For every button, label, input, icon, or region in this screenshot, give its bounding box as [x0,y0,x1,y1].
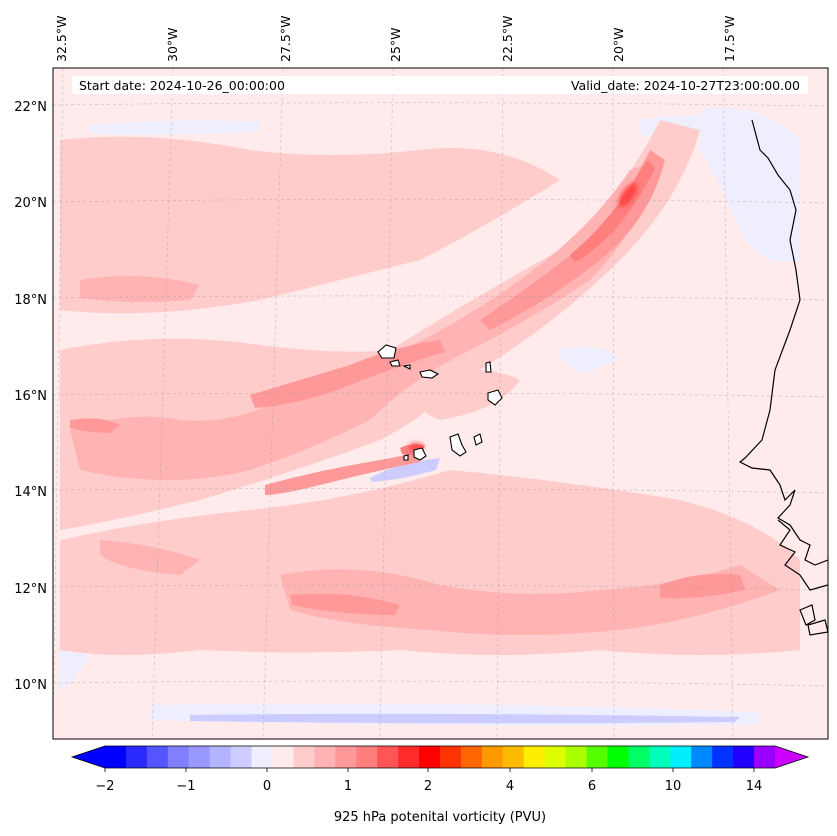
island-maio [473,433,483,446]
colorbar-cell [565,746,588,768]
colorbar-cell [125,746,148,768]
latitude-labels: 22°N 20°N 18°N 16°N 14°N 12°N 10°N [14,100,47,693]
island-santiago [449,433,467,457]
colorbar: −2 −1 0 1 2 4 6 10 14 925 hPa potenital … [70,745,810,825]
map-frame [52,67,829,740]
island-brava [403,454,409,461]
colorbar-cell [209,746,232,768]
island-santa-luzia [402,364,411,370]
lon-label: 25°W [388,27,403,62]
colorbar-cell [754,746,776,768]
colorbar-cell [544,746,567,768]
colorbar-tick-label: −2 [95,779,114,794]
colorbar-cell [460,746,483,768]
lon-label: 27.5°W [278,16,293,62]
lat-label: 20°N [14,196,47,211]
lon-label: 22.5°W [500,16,515,62]
gridlines [53,68,828,739]
colorbar-extend-low [72,746,105,768]
colorbar-cell [607,746,630,768]
lat-label: 18°N [14,293,47,308]
colorbar-cell [481,746,504,768]
island-sao-nicolau [419,369,440,379]
valid-date-label: Valid_date: 2024-10-27T23:00:00.00 [571,78,800,93]
longitude-labels: 32.5°W 30°W 27.5°W 25°W 22.5°W 20°W 17.5… [54,16,737,62]
colorbar-cell [733,746,755,768]
colorbar-cell [335,746,357,768]
island-fogo [413,447,427,461]
lat-label: 14°N [14,485,47,500]
colorbar-cell [649,746,671,768]
lon-label: 32.5°W [54,16,69,62]
colorbar-cell [586,746,609,768]
island-boa-vista [487,389,503,406]
colorbar-cell [230,746,253,768]
colorbar-tick-labels: −2 −1 0 1 2 4 6 10 14 [95,779,762,794]
colorbar-tick-label: 1 [344,779,352,794]
colorbar-cell [502,746,525,768]
info-banner [72,76,808,94]
colorbar-ticks [104,768,755,772]
colorbar-tick-label: 4 [506,779,514,794]
colorbar-cell [314,746,336,768]
lat-label: 16°N [14,389,47,404]
coastline [738,119,828,636]
colorbar-label: 925 hPa potenital vorticity (PVU) [334,810,546,825]
colorbar-cell [398,746,420,768]
colorbar-cell [167,746,190,768]
lon-label: 30°W [165,27,180,62]
colorbar-cell [670,746,692,768]
colorbar-cell [440,746,462,768]
island-santo-antao [377,344,397,359]
colorbar-cell [188,746,211,768]
colorbar-cell [419,746,441,768]
colorbar-cell [691,746,713,768]
lat-label: 10°N [14,678,47,693]
start-date-label: Start date: 2024-10-26_00:00:00 [79,78,285,93]
lat-label: 22°N [14,100,47,115]
colorbar-tick-label: 2 [424,779,432,794]
colorbar-tick-label: 10 [665,779,682,794]
pv-mid-positive [70,160,780,635]
lon-label: 20°W [611,27,626,62]
islands [377,344,503,461]
colorbar-cells [105,746,776,768]
lon-label: 17.5°W [722,16,737,62]
colorbar-tick-label: −1 [176,779,195,794]
colorbar-cell [712,746,734,768]
island-sao-vicente [389,359,401,367]
colorbar-extend-high [775,746,808,768]
colorbar-tick-label: 0 [263,779,271,794]
colorbar-cell [272,746,295,768]
colorbar-cell [523,746,546,768]
island-sal [485,361,492,373]
lat-label: 12°N [14,582,47,597]
colorbar-cell [105,746,127,768]
colorbar-cell [251,746,274,768]
colorbar-cell [293,746,315,768]
colorbar-cell [146,746,169,768]
map-panel [53,68,828,739]
colorbar-tick-label: 6 [588,779,596,794]
colorbar-cell [377,746,399,768]
colorbar-cell [628,746,650,768]
colorbar-tick-label: 14 [746,779,763,794]
colorbar-cell [356,746,378,768]
